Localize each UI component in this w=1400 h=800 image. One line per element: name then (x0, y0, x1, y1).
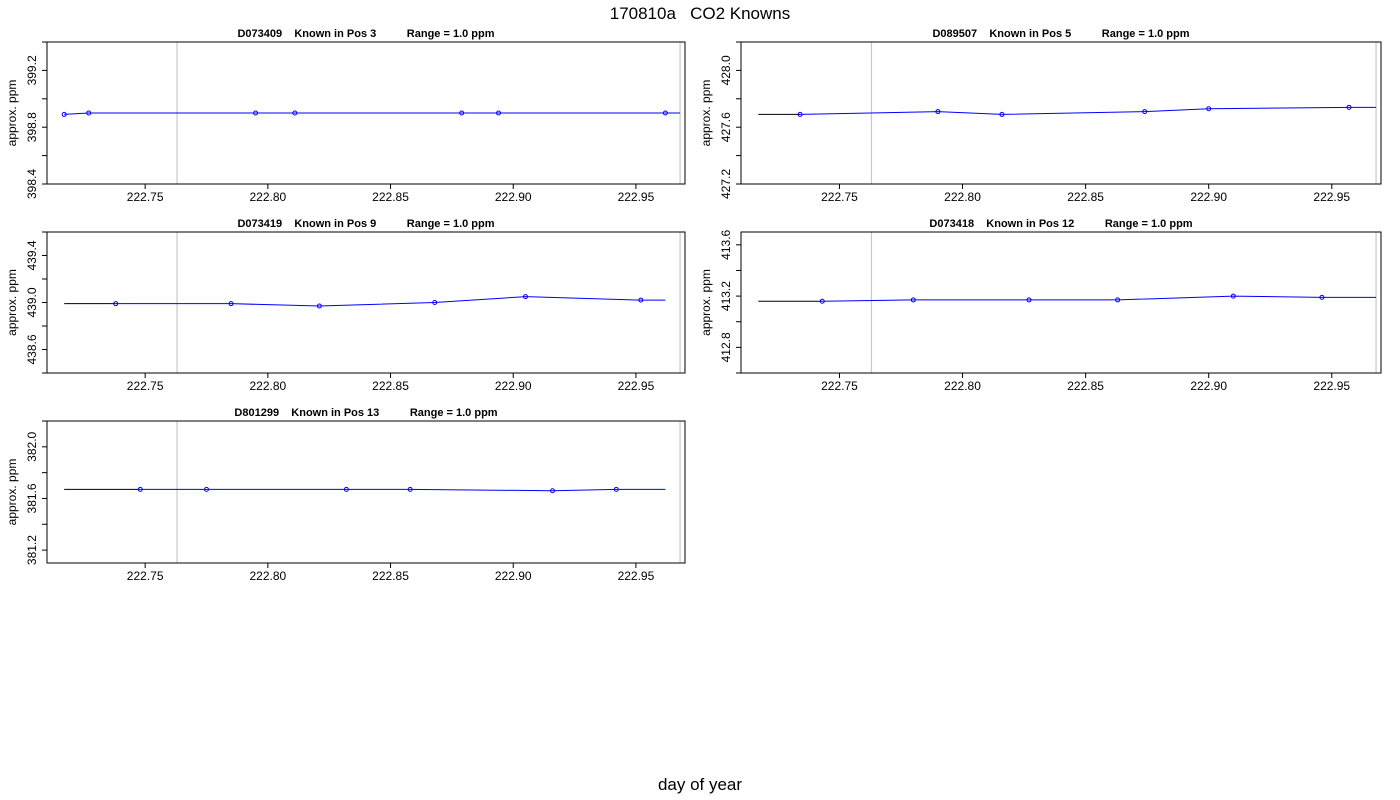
data-point (253, 110, 259, 116)
x-tick-label: 222.75 (127, 190, 164, 204)
y-tick-label: 398.8 (25, 112, 39, 142)
panel-title: D801299 Known in Pos 13 Range = 1.0 ppm (234, 407, 497, 419)
y-axis-title: approx. ppm (699, 269, 713, 336)
y-tick-label: 428.0 (719, 55, 733, 85)
data-point (432, 300, 438, 305)
y-tick-label: 412.8 (719, 332, 733, 362)
data-point (1206, 106, 1212, 112)
data-point (523, 294, 528, 300)
data-point (228, 301, 234, 307)
x-tick-label: 222.80 (249, 190, 286, 204)
series-line (64, 112, 681, 115)
data-point (496, 110, 502, 116)
x-tick-label: 222.90 (1190, 379, 1227, 393)
x-tick-label: 222.85 (1067, 190, 1104, 204)
data-point (819, 298, 825, 304)
y-tick-label: 427.6 (719, 112, 733, 142)
y-axis-title: approx. ppm (699, 80, 713, 147)
data-point (613, 486, 619, 492)
x-tick-label: 222.75 (821, 190, 858, 204)
x-tick-label: 222.75 (127, 379, 164, 393)
y-axis-title: approx. ppm (5, 80, 19, 147)
chart-panel-2: D089507 Known in Pos 5 Range = 1.0 ppm 22… (699, 28, 1382, 204)
data-point (910, 297, 916, 303)
x-tick-label: 222.95 (1313, 190, 1350, 204)
data-point (1319, 294, 1325, 300)
data-point (1026, 297, 1032, 303)
data-point (292, 110, 298, 116)
data-point (343, 486, 349, 492)
y-tick-label: 381.2 (25, 535, 39, 565)
x-tick-label: 222.85 (1067, 379, 1104, 393)
plot-frame (740, 41, 1382, 185)
y-tick-label: 399.2 (25, 55, 39, 85)
panel-title: D073419 Known in Pos 9 Range = 1.0 ppm (237, 218, 494, 230)
chart-panel-5: D801299 Known in Pos 13 Range = 1.0 ppm 2… (5, 407, 686, 583)
x-tick-label: 222.90 (495, 569, 532, 583)
plot-frame (46, 420, 686, 564)
data-point (113, 301, 119, 307)
data-point (204, 486, 209, 492)
y-tick-label: 382.0 (25, 431, 39, 461)
panel-title: D089507 Known in Pos 5 Range = 1.0 ppm (932, 28, 1189, 40)
x-tick-label: 222.85 (372, 190, 409, 204)
y-tick-label: 413.2 (719, 281, 733, 311)
data-point (316, 303, 322, 309)
x-tick-label: 222.80 (249, 569, 286, 583)
x-tick-label: 222.95 (618, 379, 655, 393)
y-tick-label: 438.6 (25, 334, 39, 364)
data-point (137, 486, 143, 492)
plot-frame (46, 231, 686, 374)
panel-title: D073418 Known in Pos 12 Range = 1.0 ppm (929, 218, 1192, 230)
data-point (638, 297, 644, 303)
x-tick-label: 222.90 (1190, 190, 1227, 204)
x-tick-label: 222.80 (944, 190, 981, 204)
data-point (797, 111, 803, 117)
series-line (822, 295, 1377, 302)
page-title: 170810a CO2 Knowns (609, 4, 791, 23)
chart-panel-1: D073409 Known in Pos 3 Range = 1.0 ppm 22… (5, 28, 686, 204)
plot-frame (740, 231, 1382, 374)
series-line (115, 296, 666, 307)
plot-frame (46, 41, 686, 185)
y-tick-label: 381.6 (25, 483, 39, 513)
data-point (935, 109, 941, 115)
y-tick-label: 413.6 (719, 229, 733, 259)
series-line (800, 106, 1377, 115)
data-point (459, 110, 465, 116)
panel-title: D073409 Known in Pos 3 Range = 1.0 ppm (237, 28, 494, 40)
data-point (1115, 297, 1121, 303)
x-tick-label: 222.85 (372, 379, 409, 393)
chart-panel-4: D073418 Known in Pos 12 Range = 1.0 ppm 2… (699, 218, 1382, 393)
x-axis-title: day of year (657, 775, 743, 794)
x-tick-label: 222.90 (495, 190, 532, 204)
data-point (86, 110, 92, 116)
data-point (1230, 293, 1236, 299)
y-axis-title: approx. ppm (5, 459, 19, 526)
x-tick-label: 222.95 (1313, 379, 1350, 393)
x-tick-label: 222.90 (495, 379, 532, 393)
y-tick-label: 398.4 (25, 169, 39, 199)
data-point (549, 488, 555, 494)
x-tick-label: 222.95 (618, 569, 655, 583)
data-point (1346, 104, 1352, 110)
x-tick-label: 222.95 (618, 190, 655, 204)
x-tick-label: 222.80 (944, 379, 981, 393)
x-tick-label: 222.80 (249, 379, 286, 393)
y-tick-label: 439.4 (25, 240, 39, 270)
y-tick-label: 427.2 (719, 169, 733, 199)
data-point (662, 110, 668, 116)
x-tick-label: 222.85 (372, 569, 409, 583)
x-tick-label: 222.75 (821, 379, 858, 393)
x-tick-label: 222.75 (127, 569, 164, 583)
y-axis-title: approx. ppm (5, 269, 19, 336)
series-line (140, 488, 666, 492)
data-point (61, 111, 67, 117)
chart-panel-3: D073419 Known in Pos 9 Range = 1.0 ppm 22… (5, 218, 686, 393)
y-tick-label: 439.0 (25, 287, 39, 317)
data-point (1142, 109, 1148, 115)
data-point (407, 486, 413, 492)
data-point (999, 111, 1005, 117)
